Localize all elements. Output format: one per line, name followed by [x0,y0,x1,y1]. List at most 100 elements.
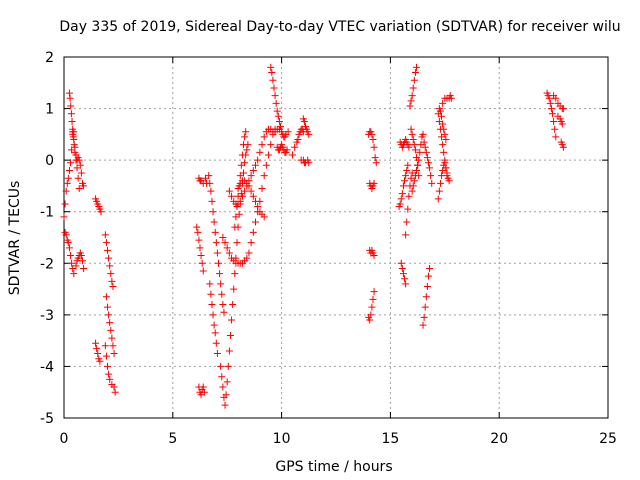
y-tick-label: -4 [40,359,54,375]
data-point [260,172,268,180]
data-point [242,128,250,136]
data-point [288,151,296,159]
data-point [64,174,72,182]
data-point [423,282,431,290]
data-point [254,156,262,164]
data-point [245,182,253,190]
data-point [436,179,444,187]
data-point [443,169,451,177]
data-point [409,136,417,144]
data-point [269,76,277,84]
data-point [111,388,119,396]
data-point [300,117,308,125]
data-point [206,280,214,288]
data-point [552,133,560,141]
data-point [251,197,259,205]
data-point [193,223,201,231]
data-point [397,259,405,267]
data-point [441,130,449,138]
x-tick-label: 25 [599,431,617,447]
data-point [271,125,279,133]
data-point [75,156,83,164]
data-point [440,148,448,156]
data-point [368,303,376,311]
data-point [80,182,88,190]
x-tick-label: 0 [60,431,69,447]
data-point [552,94,560,102]
data-point [224,362,232,370]
data-point [102,293,110,301]
data-point [226,331,234,339]
data-point [199,267,207,275]
data-point [426,264,434,272]
data-point [419,321,427,329]
data-point [399,270,407,278]
data-point [233,239,241,247]
data-point [93,344,101,352]
data-point [294,136,302,144]
data-point [411,172,419,180]
data-point [230,285,238,293]
data-point [403,166,411,174]
data-point [372,159,380,167]
data-point [217,280,225,288]
data-point [213,249,221,257]
data-point [270,84,278,92]
data-point [249,166,257,174]
data-point [66,94,74,102]
data-point [438,112,446,120]
data-point [409,182,417,190]
data-point [225,249,233,257]
data-point [411,146,419,154]
data-point [369,136,377,144]
data-point [249,228,257,236]
data-point [251,218,259,226]
data-point [223,378,231,386]
data-point [92,339,100,347]
data-point [275,117,283,125]
data-point [549,110,557,118]
x-tick-label: 15 [381,431,399,447]
data-point [105,370,113,378]
data-point [247,187,255,195]
y-tick-label: -3 [40,308,54,324]
data-point [370,288,378,296]
data-point [369,295,377,303]
data-point [206,179,214,187]
data-point [70,270,78,278]
data-point [409,84,417,92]
data-point [211,228,219,236]
data-point [197,252,205,260]
data-point [207,187,215,195]
data-point [218,373,226,381]
plot-frame [63,56,609,419]
data-point [109,342,117,350]
data-point [402,280,410,288]
data-point [220,308,228,316]
data-point [195,236,203,244]
data-point [219,383,227,391]
data-point [416,148,424,156]
data-point [96,357,104,365]
data-point [267,141,275,149]
grid [64,57,608,418]
x-axis-label: GPS time / hours [275,459,392,475]
data-point [438,172,446,180]
data-point [104,303,112,311]
data-point [106,262,114,270]
data-point [64,239,72,247]
data-point [367,311,375,319]
data-point [68,117,76,125]
data-point [61,200,69,208]
data-point [65,166,73,174]
data-point [65,244,73,252]
y-tick-label: 2 [45,50,54,66]
data-point [254,203,262,211]
data-point [235,182,243,190]
data-point [196,244,204,252]
data-series [60,63,567,409]
data-point [305,159,313,167]
data-point [398,190,406,198]
data-point [221,239,229,247]
data-point [80,264,88,272]
